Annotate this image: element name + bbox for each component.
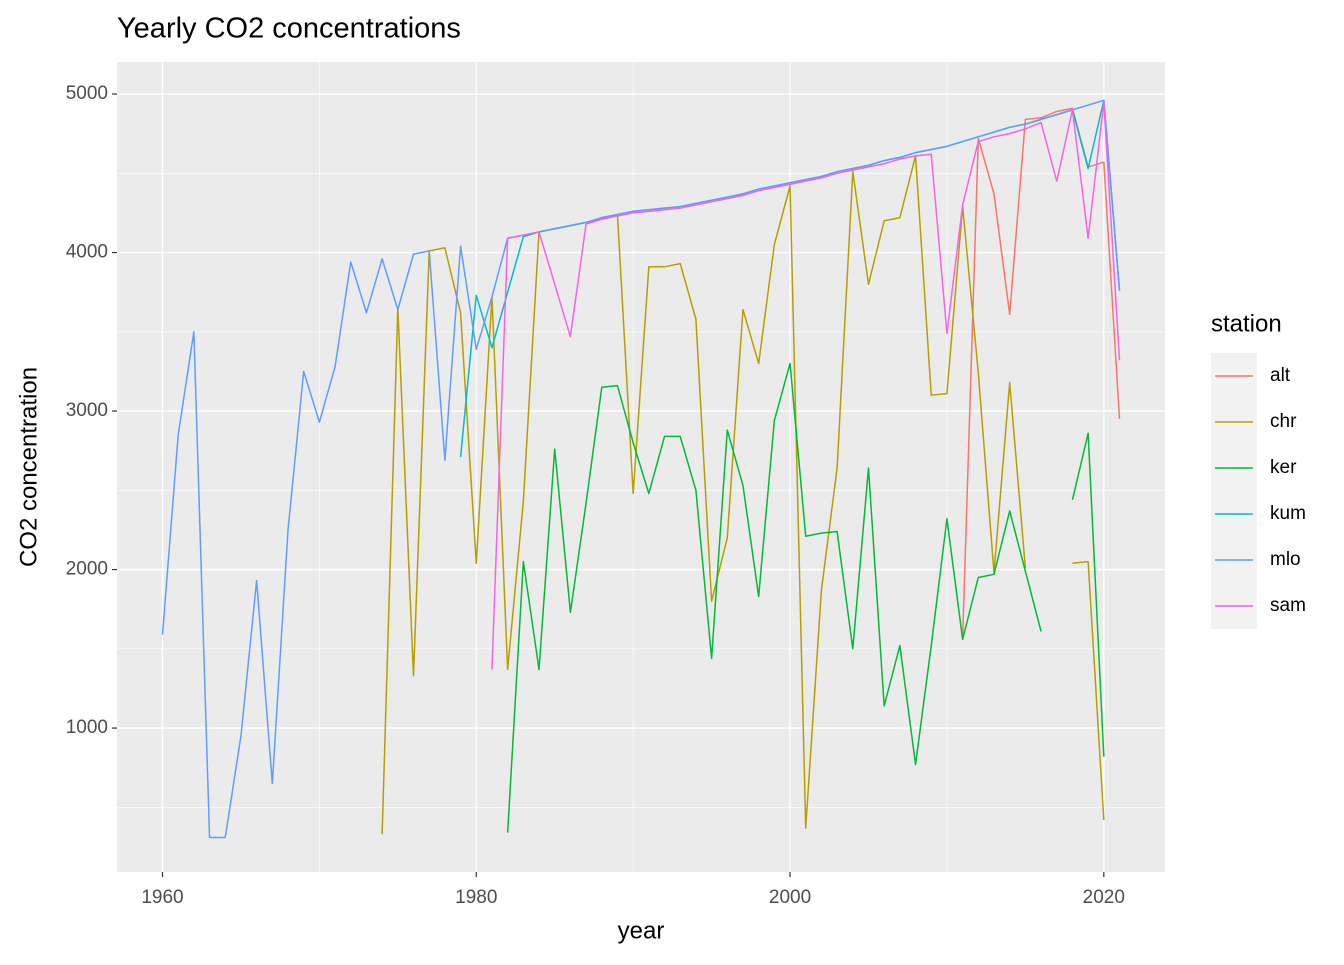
chart-title: Yearly CO2 concentrations xyxy=(117,13,461,45)
x-axis-label: year xyxy=(618,917,665,944)
legend-label: kum xyxy=(1270,503,1306,524)
y-tick-label: 2000 xyxy=(66,559,108,580)
legend: station alt chr ker kum mlo sam xyxy=(1211,310,1306,629)
y-tick-label: 3000 xyxy=(66,400,108,421)
legend-label: ker xyxy=(1270,457,1297,478)
series-line xyxy=(506,362,1105,833)
y-axis-label: CO2 concentration xyxy=(15,367,42,567)
series-line xyxy=(491,101,1121,670)
legend-label: sam xyxy=(1270,595,1306,616)
legend-title: station xyxy=(1211,310,1282,337)
y-tick-label: 1000 xyxy=(66,717,108,738)
legend-label: alt xyxy=(1270,365,1291,386)
legend-label: mlo xyxy=(1270,549,1301,570)
y-tick-label: 5000 xyxy=(66,83,108,104)
series-line xyxy=(161,99,1121,839)
legend-label: chr xyxy=(1270,411,1297,432)
y-tick-label: 4000 xyxy=(66,242,108,263)
series-line xyxy=(961,107,1121,640)
x-tick-label: 2000 xyxy=(769,887,811,908)
x-tick-label: 1960 xyxy=(141,887,183,908)
x-tick-label: 1980 xyxy=(455,887,497,908)
x-tick-label: 2020 xyxy=(1083,887,1125,908)
legend-key-background xyxy=(1211,353,1257,629)
